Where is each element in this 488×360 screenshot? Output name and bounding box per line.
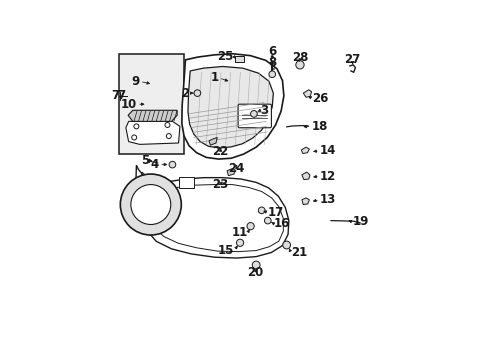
Circle shape [252, 261, 260, 269]
Polygon shape [301, 172, 309, 180]
Text: 7: 7 [111, 89, 119, 102]
Text: 16: 16 [274, 217, 290, 230]
Text: 10: 10 [121, 98, 137, 111]
Polygon shape [135, 165, 288, 258]
Polygon shape [303, 90, 311, 97]
Polygon shape [301, 198, 309, 204]
Circle shape [120, 174, 181, 235]
Text: 15: 15 [217, 244, 233, 257]
Circle shape [295, 61, 304, 69]
Circle shape [194, 90, 200, 96]
Polygon shape [226, 168, 235, 176]
Circle shape [134, 124, 139, 129]
Polygon shape [187, 67, 273, 148]
Polygon shape [182, 54, 284, 159]
Circle shape [236, 239, 243, 246]
Circle shape [250, 111, 257, 117]
Text: 11: 11 [231, 226, 247, 239]
Bar [235, 56, 243, 62]
Text: 24: 24 [228, 162, 244, 175]
Circle shape [268, 71, 275, 77]
Circle shape [282, 241, 290, 249]
Text: 8: 8 [267, 56, 276, 69]
Bar [119, 54, 183, 154]
FancyBboxPatch shape [238, 104, 271, 128]
Text: 25: 25 [217, 50, 233, 63]
Text: 27: 27 [344, 53, 360, 66]
Circle shape [131, 185, 170, 225]
Circle shape [246, 222, 254, 230]
Text: 14: 14 [319, 144, 336, 157]
Polygon shape [125, 121, 180, 144]
Polygon shape [128, 110, 177, 121]
Text: 23: 23 [212, 178, 228, 191]
Text: 28: 28 [292, 50, 308, 64]
Circle shape [164, 122, 170, 127]
Text: 1: 1 [210, 71, 218, 84]
Circle shape [258, 207, 264, 214]
Text: 3: 3 [260, 104, 268, 117]
Text: 26: 26 [311, 92, 328, 105]
Text: 18: 18 [311, 120, 327, 133]
Text: 21: 21 [290, 246, 306, 259]
Circle shape [131, 135, 137, 140]
Text: 7: 7 [117, 89, 125, 102]
Text: 2: 2 [181, 87, 189, 100]
Bar [178, 177, 193, 188]
Circle shape [264, 217, 270, 224]
Text: 9: 9 [131, 75, 140, 88]
Text: 17: 17 [267, 206, 283, 219]
Polygon shape [208, 138, 217, 145]
Text: 4: 4 [151, 158, 159, 171]
Circle shape [166, 134, 171, 139]
Text: 13: 13 [319, 193, 335, 206]
Text: 12: 12 [319, 170, 335, 183]
Circle shape [169, 161, 175, 168]
Text: 6: 6 [267, 45, 276, 58]
Text: 19: 19 [352, 216, 369, 229]
Text: 5: 5 [141, 154, 148, 167]
Text: 20: 20 [247, 266, 263, 279]
Text: 22: 22 [212, 145, 228, 158]
Polygon shape [301, 147, 309, 153]
